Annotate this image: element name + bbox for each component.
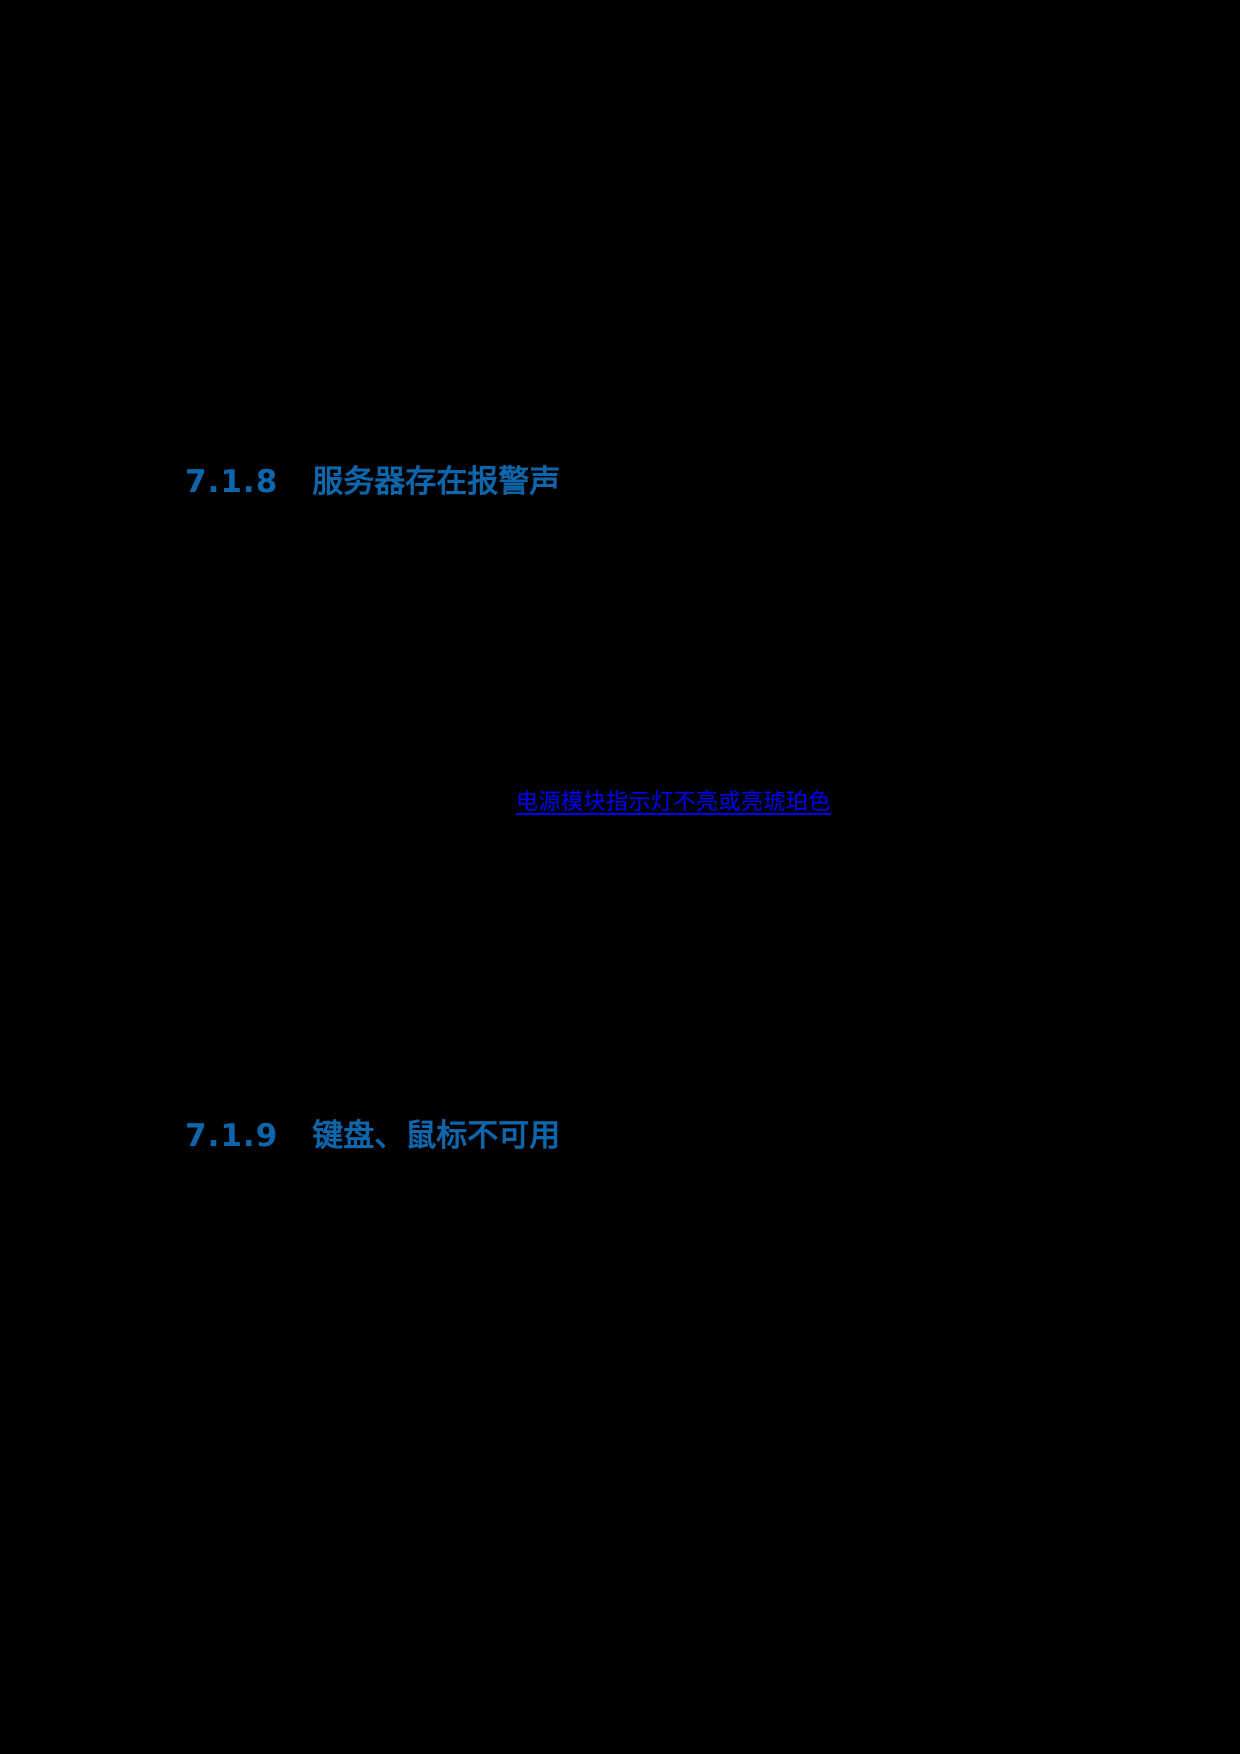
section-heading-7-1-8: 7.1.8 服务器存在报警声 — [185, 464, 560, 501]
section-title: 键盘、鼠标不可用 — [312, 1118, 561, 1154]
section-title: 服务器存在报警声 — [312, 464, 561, 500]
section-number: 7.1.9 — [185, 1118, 279, 1154]
power-module-indicator-link[interactable]: 电源模块指示灯不亮或亮琥珀色 — [516, 790, 832, 815]
section-number: 7.1.8 — [185, 464, 279, 500]
section-heading-7-1-9: 7.1.9 键盘、鼠标不可用 — [185, 1118, 560, 1155]
